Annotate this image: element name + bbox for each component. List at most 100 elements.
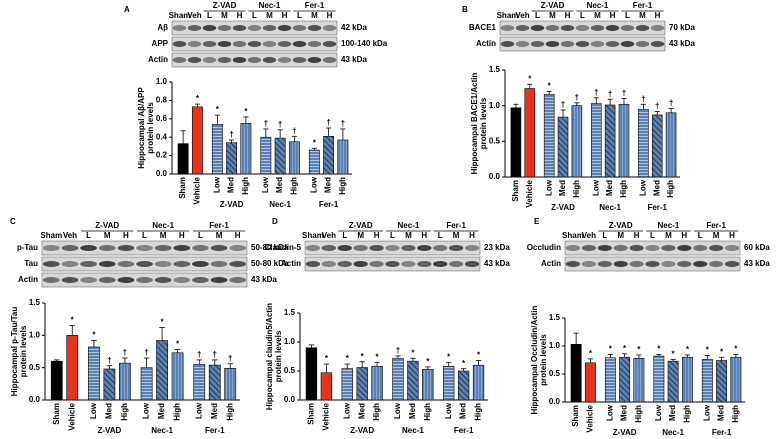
x-tick-label: High <box>682 405 691 423</box>
blot-band <box>629 261 644 267</box>
blot-band <box>80 245 97 251</box>
x-tick-label: High <box>120 403 129 421</box>
y-axis-label: protein levels <box>539 334 548 386</box>
x-tick-label: Low <box>444 402 453 419</box>
blot-band <box>515 25 530 31</box>
significance-mark: † <box>641 94 645 103</box>
bar <box>701 359 713 403</box>
blot-band <box>42 277 60 283</box>
bar <box>320 372 333 401</box>
blot-band <box>61 245 79 251</box>
lane-group-label: Z-VAD <box>349 221 373 230</box>
blot-band <box>305 261 321 267</box>
bar <box>308 149 320 175</box>
lane-group-label: Nec-1 <box>658 221 680 230</box>
significance-mark: * <box>71 316 75 325</box>
y-tick-label: 0.2 <box>156 151 168 160</box>
blot-band <box>661 245 676 251</box>
blot-band <box>42 245 60 251</box>
blot-band <box>693 245 708 251</box>
lane-group-label: Nec-1 <box>152 221 174 230</box>
x-tick-label: Low <box>212 176 221 193</box>
y-tick-label: 1.0 <box>284 337 296 346</box>
x-tick-label: Low <box>309 176 318 193</box>
significance-mark: * <box>686 345 690 354</box>
blot-band <box>61 261 79 267</box>
lane-sub-label: M <box>160 231 167 240</box>
group-label: Z-VAD <box>551 203 575 212</box>
blot-band <box>172 57 187 63</box>
bar <box>226 142 238 175</box>
y-axis-label: protein levels <box>479 97 488 149</box>
lane-group-label: Nec-1 <box>259 1 281 10</box>
blot-band <box>565 245 581 251</box>
lane-sub-label: H <box>729 231 735 240</box>
significance-mark: * <box>734 345 738 354</box>
group-label: Fer-1 <box>319 200 339 209</box>
lane-label: Sham <box>40 231 62 240</box>
blot-band <box>202 25 217 31</box>
x-tick-label: Sham <box>52 403 61 425</box>
blot-band <box>385 245 400 251</box>
blot-row-label: Actin <box>18 275 38 284</box>
blot-band <box>590 41 605 47</box>
group-label: Z-VAD <box>350 426 374 435</box>
blot-row-label: Claudin-5 <box>265 243 302 252</box>
lane-label: Sham <box>302 231 324 240</box>
blot-band <box>136 277 153 283</box>
bar <box>665 112 677 178</box>
x-tick-label: High <box>731 405 740 423</box>
significance-mark: † <box>292 126 296 135</box>
blot-band <box>433 245 448 251</box>
blot-band <box>613 245 628 251</box>
bar <box>633 358 645 403</box>
blot-kda-label: 42 kDa <box>341 23 367 32</box>
bar <box>240 123 252 175</box>
group-label: Z-VAD <box>97 426 121 435</box>
lane-sub-label: H <box>235 231 241 240</box>
bar <box>260 136 272 175</box>
blot-strip <box>304 240 481 256</box>
blot-band <box>210 261 228 267</box>
lane-group-label: Z-VAD <box>609 221 633 230</box>
bar <box>50 360 63 401</box>
blot-band <box>500 25 515 31</box>
group-label: Nec-1 <box>402 426 424 435</box>
blot-band <box>433 261 448 267</box>
blot-strip <box>171 20 338 36</box>
significance-mark: † <box>396 346 400 355</box>
blot-band <box>369 245 384 251</box>
blot-band <box>202 41 217 47</box>
blot-band <box>247 57 262 63</box>
lane-sub-label: H <box>610 11 616 20</box>
blot-band <box>232 25 247 31</box>
bar <box>323 135 335 175</box>
lane-sub-label: M <box>266 11 273 20</box>
blot-band <box>322 25 337 31</box>
y-tick-label: 0.0 <box>284 395 296 404</box>
lane-sub-label: M <box>311 11 318 20</box>
blot-band <box>605 25 620 31</box>
significance-mark: † <box>655 101 659 110</box>
blot-band <box>321 261 337 267</box>
blot-band <box>369 261 384 267</box>
blot-band <box>417 245 432 251</box>
blot-band <box>262 41 277 47</box>
blot-row-label: BACE1 <box>469 23 497 32</box>
lane-sub-label: H <box>421 231 427 240</box>
blot-band <box>645 245 660 251</box>
blot-band <box>292 57 307 63</box>
bar <box>356 367 368 401</box>
lane-sub-label: H <box>565 11 571 20</box>
blot-band <box>464 245 480 251</box>
y-axis-label: protein levels <box>146 102 155 154</box>
x-tick-label: Low <box>261 176 270 193</box>
bar <box>211 124 223 175</box>
bar <box>638 108 649 178</box>
blot-band <box>247 41 262 47</box>
x-tick-label: Low <box>591 179 600 196</box>
blot-band <box>464 261 480 267</box>
blot-band <box>210 245 228 251</box>
